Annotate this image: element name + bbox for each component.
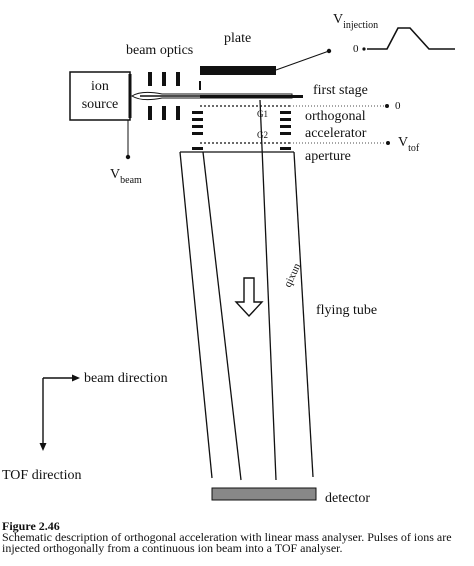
g1-label: G1 [257, 109, 268, 119]
figure-number: Figure 2.46 [2, 519, 60, 533]
injection-pulse: Vinjection 0 [333, 12, 455, 55]
orthogonal-acceleration-diagram: ion source Vbeam beam optics plate Vinje… [2, 12, 455, 506]
v-beam-terminal [125, 154, 131, 160]
plate: plate [200, 31, 332, 75]
flight-direction-arrow-icon [234, 277, 264, 318]
beam-optics-label: beam optics [126, 43, 193, 58]
figure-caption: Figure 2.46 Schematic description of ort… [2, 519, 472, 555]
v-tof-label: Vtof [398, 135, 420, 154]
ion-source-label-2: source [82, 97, 119, 112]
extraction-region: first stage 0 G1 orthogonal accelerator … [192, 81, 420, 164]
orthogonal-label-2: accelerator [305, 126, 367, 141]
beam-direction-label: beam direction [84, 371, 168, 386]
tof-direction-label: TOF direction [2, 468, 81, 483]
beam-optics: beam optics [126, 43, 193, 120]
figure-caption-text: Schematic description of orthogonal acce… [2, 530, 452, 555]
detector: detector [211, 487, 370, 506]
v-beam-label: Vbeam [110, 167, 142, 186]
plate-label: plate [224, 31, 251, 46]
flying-tube-label: flying tube [316, 303, 377, 318]
zero-injection-label: 0 [353, 43, 359, 55]
detector-label: detector [325, 491, 370, 506]
orthogonal-label-1: orthogonal [305, 109, 366, 124]
ion-source-label-1: ion [91, 79, 109, 94]
first-stage-label: first stage [313, 83, 368, 98]
watermark: qixun [282, 261, 304, 289]
zero-first-label: 0 [395, 100, 401, 112]
aperture-label: aperture [305, 149, 351, 164]
ion-source: ion source [69, 71, 132, 160]
v-injection-label: Vinjection [333, 12, 378, 31]
direction-axes: beam direction TOF direction [2, 371, 168, 483]
g2-label: G2 [257, 130, 268, 140]
